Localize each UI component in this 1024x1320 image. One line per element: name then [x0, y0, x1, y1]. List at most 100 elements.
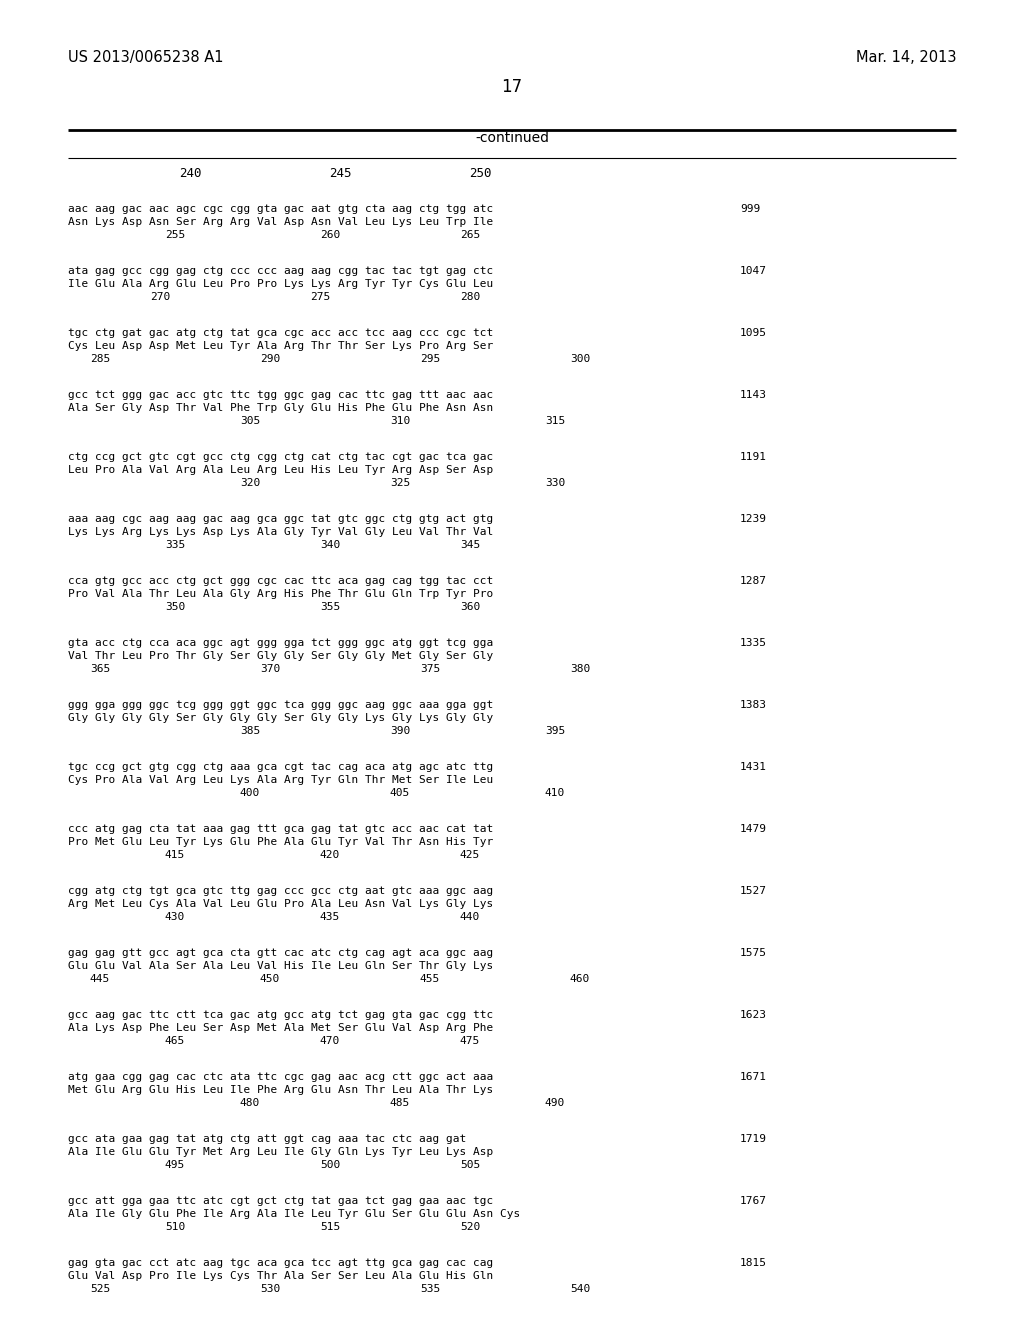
Text: 1527: 1527 — [740, 886, 767, 896]
Text: tgc ccg gct gtg cgg ctg aaa gca cgt tac cag aca atg agc atc ttg: tgc ccg gct gtg cgg ctg aaa gca cgt tac … — [68, 762, 494, 772]
Text: 350: 350 — [165, 602, 185, 612]
Text: 425: 425 — [460, 850, 480, 861]
Text: 360: 360 — [460, 602, 480, 612]
Text: 435: 435 — [319, 912, 340, 921]
Text: Pro Val Ala Thr Leu Ala Gly Arg His Phe Thr Glu Gln Trp Tyr Pro: Pro Val Ala Thr Leu Ala Gly Arg His Phe … — [68, 589, 494, 599]
Text: 285: 285 — [90, 354, 111, 364]
Text: 260: 260 — [319, 230, 340, 240]
Text: Ala Lys Asp Phe Leu Ser Asp Met Ala Met Ser Glu Val Asp Arg Phe: Ala Lys Asp Phe Leu Ser Asp Met Ala Met … — [68, 1023, 494, 1034]
Text: 540: 540 — [570, 1284, 590, 1294]
Text: 525: 525 — [90, 1284, 111, 1294]
Text: gcc aag gac ttc ctt tca gac atg gcc atg tct gag gta gac cgg ttc: gcc aag gac ttc ctt tca gac atg gcc atg … — [68, 1010, 494, 1020]
Text: 999: 999 — [740, 205, 760, 214]
Text: 1047: 1047 — [740, 267, 767, 276]
Text: 380: 380 — [570, 664, 590, 675]
Text: ggg gga ggg ggc tcg ggg ggt ggc tca ggg ggc aag ggc aaa gga ggt: ggg gga ggg ggc tcg ggg ggt ggc tca ggg … — [68, 700, 494, 710]
Text: gag gta gac cct atc aag tgc aca gca tcc agt ttg gca gag cac cag: gag gta gac cct atc aag tgc aca gca tcc … — [68, 1258, 494, 1269]
Text: 335: 335 — [165, 540, 185, 550]
Text: 440: 440 — [460, 912, 480, 921]
Text: Mar. 14, 2013: Mar. 14, 2013 — [855, 50, 956, 65]
Text: gag gag gtt gcc agt gca cta gtt cac atc ctg cag agt aca ggc aag: gag gag gtt gcc agt gca cta gtt cac atc … — [68, 948, 494, 958]
Text: 270: 270 — [150, 292, 170, 302]
Text: 1623: 1623 — [740, 1010, 767, 1020]
Text: 1287: 1287 — [740, 576, 767, 586]
Text: 495: 495 — [165, 1160, 185, 1170]
Text: 1191: 1191 — [740, 451, 767, 462]
Text: cgg atg ctg tgt gca gtc ttg gag ccc gcc ctg aat gtc aaa ggc aag: cgg atg ctg tgt gca gtc ttg gag ccc gcc … — [68, 886, 494, 896]
Text: 515: 515 — [319, 1222, 340, 1232]
Text: Gly Gly Gly Gly Ser Gly Gly Gly Ser Gly Gly Lys Gly Lys Gly Gly: Gly Gly Gly Gly Ser Gly Gly Gly Ser Gly … — [68, 713, 494, 723]
Text: 320: 320 — [240, 478, 260, 488]
Text: Cys Pro Ala Val Arg Leu Lys Ala Arg Tyr Gln Thr Met Ser Ile Leu: Cys Pro Ala Val Arg Leu Lys Ala Arg Tyr … — [68, 775, 494, 785]
Text: 340: 340 — [319, 540, 340, 550]
Text: 1143: 1143 — [740, 389, 767, 400]
Text: gta acc ctg cca aca ggc agt ggg gga tct ggg ggc atg ggt tcg gga: gta acc ctg cca aca ggc agt ggg gga tct … — [68, 638, 494, 648]
Text: 355: 355 — [319, 602, 340, 612]
Text: 265: 265 — [460, 230, 480, 240]
Text: 1767: 1767 — [740, 1196, 767, 1206]
Text: 1335: 1335 — [740, 638, 767, 648]
Text: Glu Val Asp Pro Ile Lys Cys Thr Ala Ser Ser Leu Ala Glu His Gln: Glu Val Asp Pro Ile Lys Cys Thr Ala Ser … — [68, 1271, 494, 1280]
Text: Leu Pro Ala Val Arg Ala Leu Arg Leu His Leu Tyr Arg Asp Ser Asp: Leu Pro Ala Val Arg Ala Leu Arg Leu His … — [68, 465, 494, 475]
Text: 1671: 1671 — [740, 1072, 767, 1082]
Text: Val Thr Leu Pro Thr Gly Ser Gly Gly Ser Gly Gly Met Gly Ser Gly: Val Thr Leu Pro Thr Gly Ser Gly Gly Ser … — [68, 651, 494, 661]
Text: aac aag gac aac agc cgc cgg gta gac aat gtg cta aag ctg tgg atc: aac aag gac aac agc cgc cgg gta gac aat … — [68, 205, 494, 214]
Text: 420: 420 — [319, 850, 340, 861]
Text: tgc ctg gat gac atg ctg tat gca cgc acc acc tcc aag ccc cgc tct: tgc ctg gat gac atg ctg tat gca cgc acc … — [68, 327, 494, 338]
Text: 17: 17 — [502, 78, 522, 96]
Text: 445: 445 — [90, 974, 111, 983]
Text: 1719: 1719 — [740, 1134, 767, 1144]
Text: 245: 245 — [329, 168, 351, 180]
Text: Ile Glu Ala Arg Glu Leu Pro Pro Lys Lys Arg Tyr Tyr Cys Glu Leu: Ile Glu Ala Arg Glu Leu Pro Pro Lys Lys … — [68, 279, 494, 289]
Text: 460: 460 — [570, 974, 590, 983]
Text: 450: 450 — [260, 974, 281, 983]
Text: atg gaa cgg gag cac ctc ata ttc cgc gag aac acg ctt ggc act aaa: atg gaa cgg gag cac ctc ata ttc cgc gag … — [68, 1072, 494, 1082]
Text: 275: 275 — [310, 292, 330, 302]
Text: 370: 370 — [260, 664, 281, 675]
Text: aaa aag cgc aag aag gac aag gca ggc tat gtc ggc ctg gtg act gtg: aaa aag cgc aag aag gac aag gca ggc tat … — [68, 513, 494, 524]
Text: 325: 325 — [390, 478, 411, 488]
Text: 375: 375 — [420, 664, 440, 675]
Text: Met Glu Arg Glu His Leu Ile Phe Arg Glu Asn Thr Leu Ala Thr Lys: Met Glu Arg Glu His Leu Ile Phe Arg Glu … — [68, 1085, 494, 1096]
Text: 390: 390 — [390, 726, 411, 737]
Text: 505: 505 — [460, 1160, 480, 1170]
Text: 1479: 1479 — [740, 824, 767, 834]
Text: 300: 300 — [570, 354, 590, 364]
Text: 315: 315 — [545, 416, 565, 426]
Text: Cys Leu Asp Asp Met Leu Tyr Ala Arg Thr Thr Ser Lys Pro Arg Ser: Cys Leu Asp Asp Met Leu Tyr Ala Arg Thr … — [68, 341, 494, 351]
Text: 395: 395 — [545, 726, 565, 737]
Text: 430: 430 — [165, 912, 185, 921]
Text: US 2013/0065238 A1: US 2013/0065238 A1 — [68, 50, 223, 65]
Text: 490: 490 — [545, 1098, 565, 1107]
Text: 250: 250 — [469, 168, 492, 180]
Text: 305: 305 — [240, 416, 260, 426]
Text: 510: 510 — [165, 1222, 185, 1232]
Text: 455: 455 — [420, 974, 440, 983]
Text: Ala Ile Glu Glu Tyr Met Arg Leu Ile Gly Gln Lys Tyr Leu Lys Asp: Ala Ile Glu Glu Tyr Met Arg Leu Ile Gly … — [68, 1147, 494, 1158]
Text: Ala Ser Gly Asp Thr Val Phe Trp Gly Glu His Phe Glu Phe Asn Asn: Ala Ser Gly Asp Thr Val Phe Trp Gly Glu … — [68, 403, 494, 413]
Text: 280: 280 — [460, 292, 480, 302]
Text: Ala Ile Gly Glu Phe Ile Arg Ala Ile Leu Tyr Glu Ser Glu Glu Asn Cys: Ala Ile Gly Glu Phe Ile Arg Ala Ile Leu … — [68, 1209, 520, 1218]
Text: Glu Glu Val Ala Ser Ala Leu Val His Ile Leu Gln Ser Thr Gly Lys: Glu Glu Val Ala Ser Ala Leu Val His Ile … — [68, 961, 494, 972]
Text: 310: 310 — [390, 416, 411, 426]
Text: 530: 530 — [260, 1284, 281, 1294]
Text: 1239: 1239 — [740, 513, 767, 524]
Text: 520: 520 — [460, 1222, 480, 1232]
Text: 475: 475 — [460, 1036, 480, 1045]
Text: 240: 240 — [179, 168, 202, 180]
Text: 465: 465 — [165, 1036, 185, 1045]
Text: 1383: 1383 — [740, 700, 767, 710]
Text: 345: 345 — [460, 540, 480, 550]
Text: 255: 255 — [165, 230, 185, 240]
Text: 330: 330 — [545, 478, 565, 488]
Text: 1815: 1815 — [740, 1258, 767, 1269]
Text: 470: 470 — [319, 1036, 340, 1045]
Text: ata gag gcc cgg gag ctg ccc ccc aag aag cgg tac tac tgt gag ctc: ata gag gcc cgg gag ctg ccc ccc aag aag … — [68, 267, 494, 276]
Text: 1575: 1575 — [740, 948, 767, 958]
Text: 400: 400 — [240, 788, 260, 799]
Text: 290: 290 — [260, 354, 281, 364]
Text: cca gtg gcc acc ctg gct ggg cgc cac ttc aca gag cag tgg tac cct: cca gtg gcc acc ctg gct ggg cgc cac ttc … — [68, 576, 494, 586]
Text: gcc tct ggg gac acc gtc ttc tgg ggc gag cac ttc gag ttt aac aac: gcc tct ggg gac acc gtc ttc tgg ggc gag … — [68, 389, 494, 400]
Text: 410: 410 — [545, 788, 565, 799]
Text: 415: 415 — [165, 850, 185, 861]
